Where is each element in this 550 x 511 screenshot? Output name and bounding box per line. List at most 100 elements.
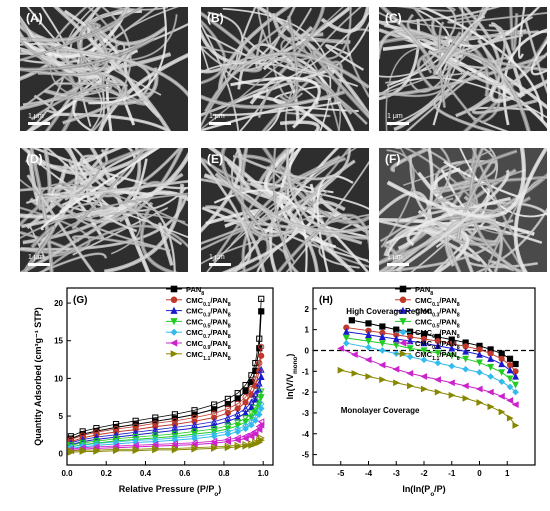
data-point	[461, 382, 469, 390]
legend-marker	[399, 350, 407, 358]
data-point	[234, 395, 241, 402]
desorption-line	[70, 369, 262, 444]
data-point	[434, 388, 442, 396]
data-point	[378, 340, 386, 347]
fiber-strand	[20, 192, 188, 240]
fiber-highlight	[430, 169, 526, 205]
fiber-strand	[40, 148, 161, 231]
fiber-strand	[484, 178, 543, 272]
annotation: High Coverage Region	[346, 307, 432, 316]
fiber-strand	[226, 160, 251, 190]
fiber-highlight	[111, 7, 168, 11]
data-point	[393, 379, 400, 387]
legend-entry: CMC0.7/PAN8	[415, 328, 460, 340]
legend-entry: PAN8	[186, 285, 204, 297]
fiber-strand	[444, 216, 497, 267]
fiber-strand	[405, 56, 510, 131]
data-point	[475, 385, 483, 393]
fiber-strand	[247, 179, 369, 211]
fiber-highlight	[201, 8, 312, 71]
data-point	[67, 448, 75, 456]
fiber-highlight	[381, 7, 436, 72]
data-point	[498, 369, 506, 377]
panel-label: (C)	[385, 11, 402, 25]
legend-entry: PAN8	[415, 285, 433, 297]
legend-entry: CMC0.9/PAN8	[186, 339, 231, 351]
fiber-highlight	[385, 46, 449, 131]
fiber-strand	[379, 7, 501, 24]
fiber-highlight	[381, 149, 415, 248]
fiber-texture	[20, 148, 188, 272]
fiber-highlight	[69, 14, 178, 62]
fiber-strand	[430, 168, 526, 206]
data-point	[434, 349, 442, 357]
fiber-highlight	[201, 7, 344, 130]
fiber-highlight	[272, 13, 313, 41]
fiber-strand	[79, 148, 113, 187]
scale-bar	[387, 122, 409, 125]
data-point	[498, 378, 506, 386]
fiber-strand	[25, 188, 176, 272]
data-point	[506, 355, 514, 362]
x-tick-label: 1.0	[258, 469, 270, 478]
data-point	[512, 388, 519, 396]
fiber-strand	[320, 7, 369, 33]
fiber-highlight	[30, 148, 53, 272]
data-point	[242, 442, 250, 450]
fiber-strand	[62, 70, 128, 125]
fiber-highlight	[20, 19, 31, 42]
data-point	[393, 326, 400, 333]
fiber-strand	[279, 120, 320, 131]
fiber-strand	[386, 148, 526, 219]
y-tick-label: -5	[302, 451, 310, 460]
fiber-strand	[285, 148, 369, 240]
fiber-highlight	[391, 148, 427, 172]
fiber-highlight	[27, 174, 94, 272]
fiber-highlight	[280, 148, 336, 248]
legend-marker	[170, 328, 178, 336]
data-point	[476, 369, 483, 376]
fiber-strand	[286, 111, 331, 118]
data-point	[337, 366, 345, 374]
data-point	[211, 406, 218, 413]
legend-entry: CMC0.5/PAN8	[186, 317, 231, 329]
panel-label: (B)	[207, 11, 224, 25]
data-point	[506, 366, 514, 374]
data-point	[248, 421, 255, 429]
fiber-strand	[69, 14, 178, 62]
scale-bar	[28, 263, 50, 266]
panel-label: (G)	[73, 295, 87, 306]
data-point	[407, 382, 414, 390]
data-point	[132, 447, 140, 455]
fiber-strand	[509, 7, 519, 52]
fiber-strand	[277, 7, 352, 60]
y-tick-label: 2	[305, 305, 310, 314]
legend-entry: CMC0.7/PAN8	[186, 328, 231, 340]
fiber-strand	[22, 225, 56, 272]
fiber-highlight	[488, 24, 506, 70]
fiber-strand	[395, 169, 510, 272]
y-tick-label: 0	[59, 450, 64, 459]
data-point	[255, 396, 263, 404]
fiber-highlight	[38, 183, 188, 226]
fiber-highlight	[394, 30, 547, 127]
fiber-strand	[397, 148, 434, 251]
data-point	[342, 339, 350, 347]
x-tick-label: 0.2	[101, 469, 113, 478]
data-point	[497, 392, 505, 400]
fiber-strand	[52, 7, 172, 131]
fiber-strand	[237, 148, 352, 181]
legend-marker	[399, 285, 407, 293]
fiber-strand	[456, 158, 495, 240]
fiber-strand	[48, 179, 188, 200]
fiber-strand	[53, 112, 172, 131]
fiber-strand	[201, 158, 252, 272]
data-point	[258, 436, 265, 444]
fiber-strand	[204, 51, 369, 113]
fiber-strand	[72, 235, 161, 250]
fiber-strand	[390, 148, 428, 173]
fiber-highlight	[71, 202, 171, 252]
fiber-highlight	[280, 121, 319, 131]
data-point	[112, 447, 120, 455]
y-tick-label: 10	[54, 374, 63, 383]
